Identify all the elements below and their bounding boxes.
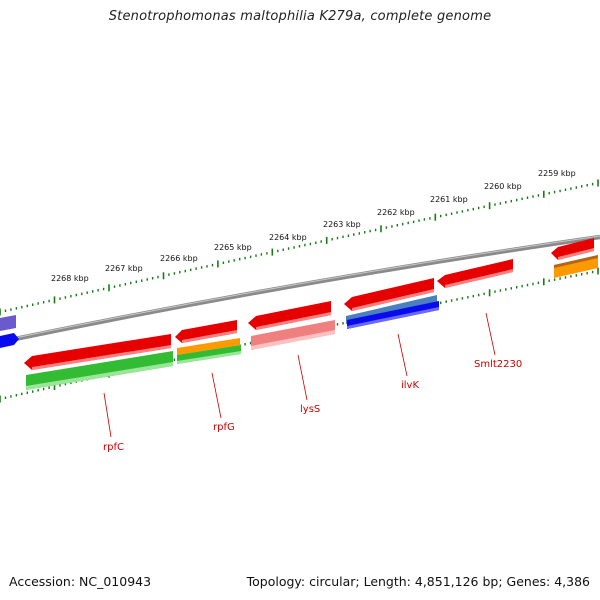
label-lysS[interactable]: lysS — [300, 404, 320, 415]
kbp-label: 2266 kbp — [160, 254, 198, 263]
leader-rpfG — [211, 372, 222, 419]
kbp-label: 2264 kbp — [269, 233, 307, 242]
gene-leader-lines — [103, 312, 496, 438]
kbp-label: 2267 kbp — [105, 264, 143, 273]
gene-partial-blue[interactable] — [0, 333, 19, 348]
label-rpfG[interactable]: rpfG — [213, 422, 235, 433]
genome-backbone — [0, 234, 600, 345]
gene-Smlt2230[interactable] — [437, 259, 513, 288]
gene-partial-purple[interactable] — [0, 315, 16, 331]
gene-lysS-shade — [256, 312, 331, 330]
gene-features — [0, 238, 598, 390]
gene-green-1-shade — [26, 362, 173, 390]
gene-lysS[interactable] — [248, 301, 331, 330]
outer-tick-ring — [0, 179, 599, 316]
label-Smlt2230[interactable]: Smlt2230 — [474, 359, 522, 370]
label-ilvK[interactable]: ilvK — [401, 380, 419, 391]
gene-partial-orange-right[interactable] — [554, 255, 598, 278]
kbp-label: 2263 kbp — [323, 220, 361, 229]
leader-ilvK — [397, 333, 408, 377]
kbp-label: 2262 kbp — [377, 208, 415, 217]
topology-summary: Topology: circular; Length: 4,851,126 bp… — [246, 574, 590, 589]
gene-blue-1-shade — [347, 307, 439, 329]
gene-partial-red-right-shade — [558, 248, 594, 260]
kbp-label: 2260 kbp — [484, 182, 522, 191]
kbp-label: 2265 kbp — [214, 243, 252, 252]
gene-labels: rpfC rpfG lysS ilvK Smlt2230 — [103, 359, 522, 453]
gene-partial-brown-right[interactable] — [554, 255, 598, 268]
kbp-labels: 2268 kbp 2267 kbp 2266 kbp 2265 kbp 2264 kbp… — [51, 169, 576, 283]
genome-backbone-highlight — [0, 235, 600, 342]
gene-rpfC-shade — [32, 345, 171, 370]
kbp-label: 2268 kbp — [51, 274, 89, 283]
gene-partial-red-right[interactable] — [551, 238, 594, 260]
map-title: Stenotrophomonas maltophilia K279a, comp… — [108, 9, 492, 24]
leader-rpfC — [103, 392, 112, 438]
gene-ilvK[interactable] — [344, 278, 434, 311]
gene-ilvK-shade — [352, 289, 434, 311]
accession-text: Accession: NC_010943 — [9, 574, 152, 589]
kbp-label: 2259 kbp — [538, 169, 576, 178]
leader-lysS — [297, 354, 308, 401]
gene-green-2-shade — [177, 351, 241, 364]
gene-light-red-1-shade — [251, 330, 335, 350]
kbp-label: 2261 kbp — [430, 195, 468, 204]
leader-Smlt2230 — [485, 312, 496, 356]
gene-rpfG[interactable] — [175, 320, 237, 343]
gene-rpfG-shade — [182, 330, 237, 343]
label-rpfC[interactable]: rpfC — [103, 442, 124, 453]
gene-Smlt2230-shade — [445, 269, 513, 288]
gene-rpfC[interactable] — [24, 334, 171, 370]
